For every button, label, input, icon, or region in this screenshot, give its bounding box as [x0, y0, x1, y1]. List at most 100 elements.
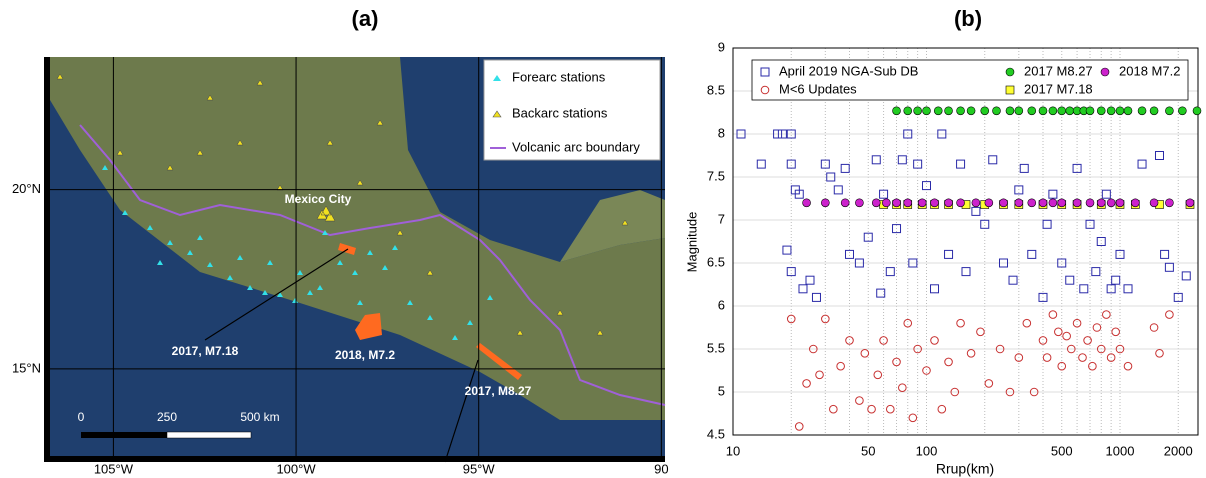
point	[1116, 250, 1124, 258]
scale-label: 500 km	[240, 410, 279, 424]
point	[904, 199, 912, 207]
point	[918, 199, 926, 207]
point	[1124, 107, 1132, 115]
point	[985, 199, 993, 207]
point	[1150, 199, 1158, 207]
point	[1165, 107, 1173, 115]
point	[893, 199, 901, 207]
point	[845, 250, 853, 258]
legend-label: M<6 Updates	[779, 81, 857, 96]
point	[899, 384, 907, 392]
y-tick-label: 8	[718, 125, 725, 140]
point	[923, 367, 931, 375]
point	[1086, 199, 1094, 207]
point	[1112, 276, 1120, 284]
point	[1138, 160, 1146, 168]
point	[931, 285, 939, 293]
point	[1073, 319, 1081, 327]
y-tick-label: 6	[718, 297, 725, 312]
point	[1015, 199, 1023, 207]
panel-label: (a)	[352, 6, 379, 31]
point	[868, 405, 876, 413]
point	[1092, 268, 1100, 276]
x-tick-label: 90	[654, 461, 668, 476]
figure: (a) (b) Forearc stations Backarc station…	[0, 0, 1206, 478]
legend-label: 2017 M7.18	[1024, 81, 1093, 96]
point	[1097, 107, 1105, 115]
point	[787, 268, 795, 276]
point	[972, 199, 980, 207]
legend-label: April 2019 NGA-Sub DB	[779, 63, 918, 78]
x-tick-label: 1000	[1106, 443, 1135, 458]
map-frame	[44, 456, 665, 462]
point	[957, 107, 965, 115]
point	[757, 160, 765, 168]
legend-label: 2018 M7.2	[1119, 63, 1180, 78]
point	[803, 199, 811, 207]
point	[1166, 311, 1174, 319]
point	[1080, 285, 1088, 293]
point	[957, 319, 965, 327]
point	[909, 414, 917, 422]
x-tick-label: 100°W	[276, 461, 316, 476]
point	[1009, 276, 1017, 284]
point	[1028, 107, 1036, 115]
point	[834, 186, 842, 194]
point	[1055, 328, 1063, 336]
point	[830, 405, 838, 413]
point	[1102, 190, 1110, 198]
point	[1124, 362, 1132, 370]
point	[985, 380, 993, 388]
y-tick-label: 6.5	[707, 254, 725, 269]
point	[967, 350, 975, 358]
point	[783, 246, 791, 254]
point	[1165, 263, 1173, 271]
plot-frame	[733, 48, 1198, 435]
point	[931, 199, 939, 207]
point	[1165, 199, 1173, 207]
x-tick-label: 95°W	[463, 461, 496, 476]
legend-label: 2017 M8.27	[1024, 63, 1093, 78]
point	[1049, 199, 1057, 207]
point	[1066, 276, 1074, 284]
point	[1107, 199, 1115, 207]
legend-label: Forearc stations	[512, 69, 606, 84]
point	[1086, 107, 1094, 115]
point	[1097, 238, 1105, 246]
point	[872, 199, 880, 207]
point	[1023, 319, 1031, 327]
point	[1112, 328, 1120, 336]
point	[1193, 107, 1201, 115]
point	[981, 107, 989, 115]
point	[1043, 220, 1051, 228]
point	[821, 160, 829, 168]
point	[972, 207, 980, 215]
legend-marker	[1006, 68, 1014, 76]
point	[945, 199, 953, 207]
point	[999, 199, 1007, 207]
point	[855, 199, 863, 207]
point	[1028, 199, 1036, 207]
point	[1116, 107, 1124, 115]
point	[1124, 285, 1132, 293]
point	[931, 337, 939, 345]
point	[904, 319, 912, 327]
point	[821, 199, 829, 207]
point	[856, 397, 864, 405]
point	[886, 268, 894, 276]
point	[1107, 107, 1115, 115]
point	[1116, 199, 1124, 207]
point	[967, 107, 975, 115]
scale-bar	[167, 432, 251, 438]
x-tick-label: 50	[861, 443, 875, 458]
point	[977, 328, 985, 336]
annotation: 2017, M8.27	[465, 384, 532, 398]
point	[841, 164, 849, 172]
point	[914, 107, 922, 115]
point	[1058, 107, 1066, 115]
point	[787, 160, 795, 168]
legend-label: Backarc stations	[512, 105, 608, 120]
point	[1079, 354, 1087, 362]
point	[1150, 107, 1158, 115]
x-axis-label: Rrup(km)	[936, 461, 994, 477]
